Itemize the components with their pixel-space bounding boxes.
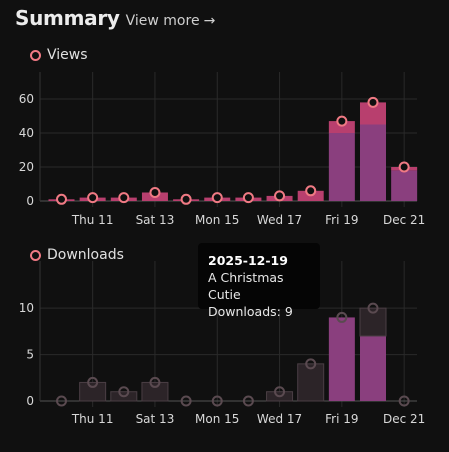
summary-header: Summary View more → <box>15 6 215 30</box>
views-point-marker <box>336 115 348 127</box>
views-point-marker <box>149 187 161 198</box>
downloads-x-tick-label: Dec 21 <box>383 412 425 426</box>
views-x-tick-label: Thu 11 <box>71 213 114 227</box>
downloads-point-marker <box>336 311 348 323</box>
downloads-legend-label: Downloads <box>47 247 124 263</box>
views-chart: 0 20 40 60 Thu 11 Sat 13 Mon 15 Wed 17 Fri 19 Dec… <box>19 72 425 227</box>
downloads-point-marker <box>242 395 254 407</box>
views-bar-top <box>360 102 386 125</box>
views-point-marker <box>274 190 286 202</box>
views-x-tick-label: Mon 15 <box>195 213 239 227</box>
downloads-legend-marker-icon <box>30 249 41 261</box>
downloads-point-marker <box>367 302 379 314</box>
views-y-tick-label: 60 <box>19 92 34 106</box>
downloads-y-tick-label: 5 <box>26 348 34 362</box>
chart-tooltip: 2025-12-19 A Christmas Cutie Downloads: … <box>198 243 320 319</box>
view-more-label: View more <box>125 13 200 29</box>
views-point-marker <box>87 192 99 204</box>
downloads-point-marker <box>149 376 161 388</box>
views-y-tick-label: 40 <box>19 126 34 140</box>
downloads-point-marker <box>56 395 67 407</box>
downloads-x-tick-label: Thu 11 <box>71 412 114 426</box>
arrow-right-icon: → <box>203 13 216 29</box>
downloads-x-tick-label: Sat 13 <box>136 412 175 426</box>
views-x-tick-label: Fri 19 <box>325 213 358 227</box>
tooltip-item: A Christmas Cutie <box>208 270 284 302</box>
downloads-y-tick-label: 0 <box>26 394 34 408</box>
page-title: Summary <box>15 6 120 30</box>
views-y-tick-label: 20 <box>19 160 34 174</box>
views-point-marker <box>180 193 192 205</box>
downloads-bar-top <box>141 381 169 402</box>
downloads-point-marker <box>211 395 223 407</box>
downloads-x-tick-label: Mon 15 <box>195 412 239 426</box>
views-legend-marker-icon <box>30 49 41 61</box>
tooltip-date: 2025-12-19 <box>208 253 288 268</box>
views-point-marker <box>242 192 254 204</box>
views-y-tick-label: 0 <box>26 194 34 208</box>
downloads-bar-top <box>79 381 107 402</box>
downloads-point-marker <box>87 376 99 388</box>
views-legend: Views <box>30 47 88 63</box>
views-point-marker <box>56 193 67 205</box>
downloads-bar-top <box>297 363 325 402</box>
downloads-x-tick-label: Fri 19 <box>325 412 358 426</box>
view-more-link[interactable]: View more → <box>126 13 216 29</box>
downloads-point-marker <box>398 395 410 407</box>
views-legend-label: Views <box>47 47 88 63</box>
views-point-marker <box>367 96 379 108</box>
views-x-tick-label: Dec 21 <box>383 213 425 227</box>
views-bar-base <box>328 133 355 201</box>
views-x-tick-label: Wed 17 <box>257 213 302 227</box>
views-point-marker <box>305 185 317 197</box>
downloads-point-marker <box>180 395 192 407</box>
views-point-marker <box>398 161 410 173</box>
downloads-bar-base <box>360 336 386 401</box>
downloads-bar-base <box>328 317 355 401</box>
views-bar-top <box>328 121 355 133</box>
downloads-legend: Downloads <box>30 247 124 263</box>
tooltip-downloads: Downloads: 9 <box>208 304 293 319</box>
downloads-y-tick-label: 10 <box>19 301 34 315</box>
views-x-tick-label: Sat 13 <box>136 213 175 227</box>
views-point-marker <box>211 192 223 204</box>
views-bar-base <box>391 170 418 201</box>
views-point-marker <box>118 192 130 204</box>
downloads-point-marker <box>305 358 317 370</box>
views-bar-base <box>360 124 386 201</box>
downloads-x-tick-label: Wed 17 <box>257 412 302 426</box>
downloads-point-marker <box>118 386 130 398</box>
downloads-point-marker <box>274 386 286 398</box>
